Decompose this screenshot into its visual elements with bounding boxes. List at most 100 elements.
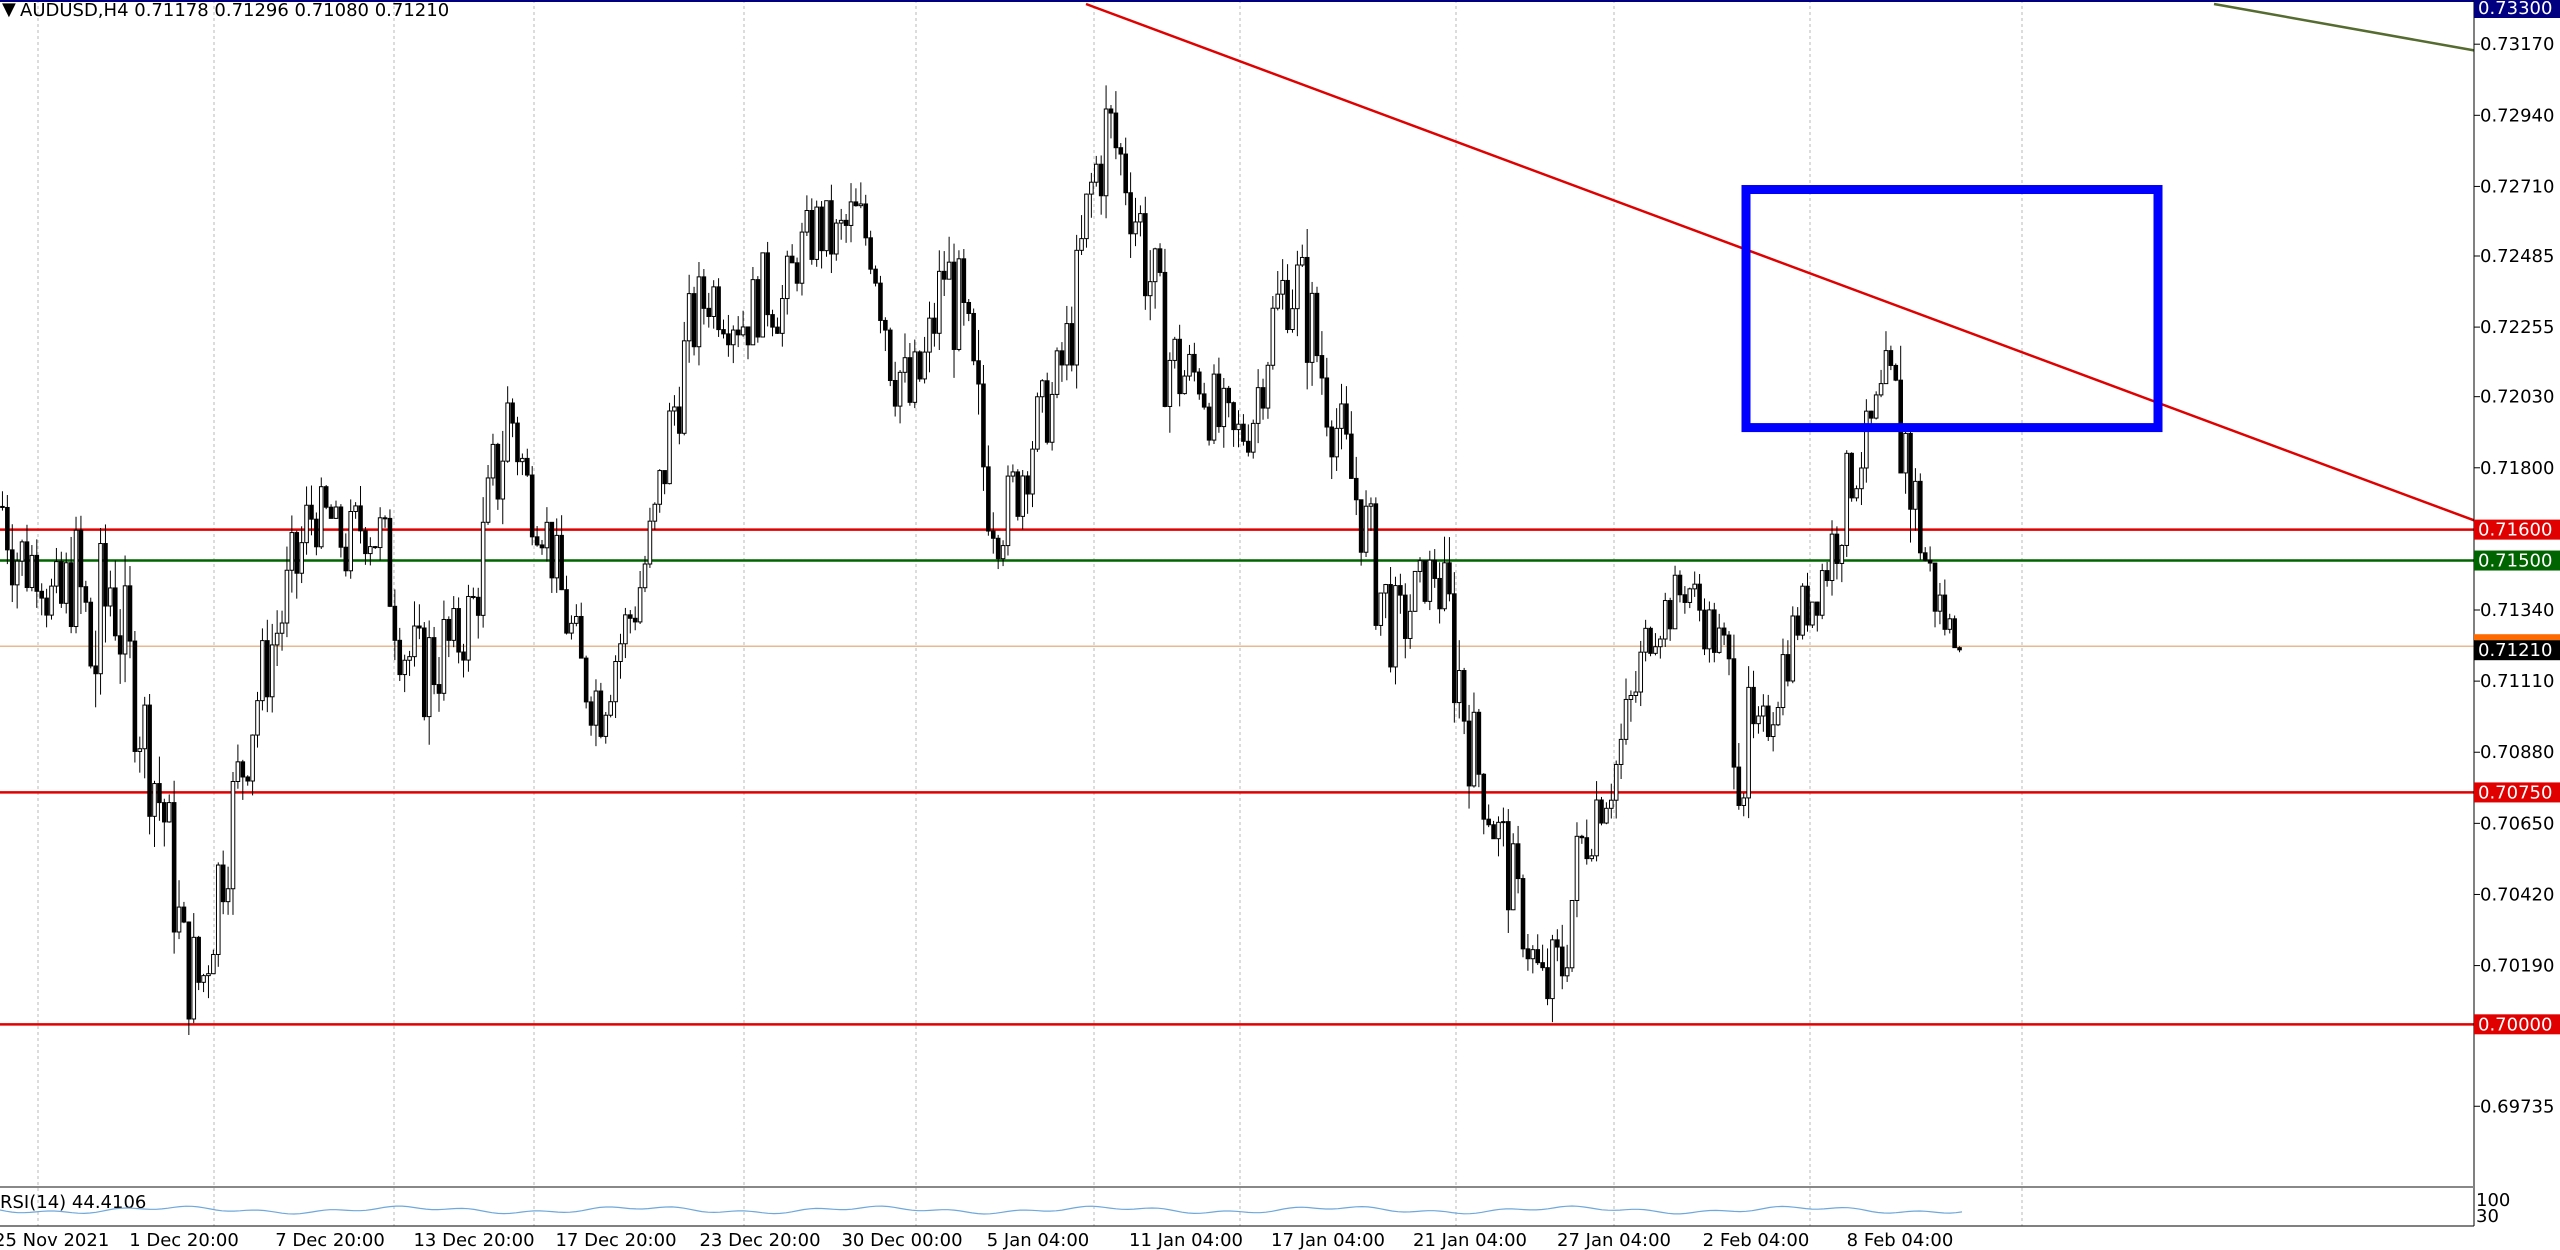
- rsi-level-bottom: 30: [2476, 1206, 2499, 1227]
- candle-body: [1084, 193, 1089, 240]
- time-tick-label: 25 Nov 2021: [0, 1230, 109, 1250]
- candle-body: [206, 973, 211, 977]
- candle-body: [1839, 544, 1845, 564]
- candle-body: [1711, 609, 1717, 653]
- candle-body: [122, 585, 128, 655]
- candle-body: [1927, 559, 1933, 564]
- candle-body: [1819, 570, 1825, 616]
- candle-body: [995, 537, 1001, 560]
- candle-body: [1677, 574, 1683, 596]
- candle-body: [510, 402, 515, 424]
- candle-body: [83, 586, 89, 603]
- candle-body: [917, 351, 922, 380]
- candle-body: [902, 357, 908, 373]
- candle-body: [14, 560, 20, 586]
- candle-body: [799, 231, 805, 284]
- candle-body: [294, 532, 300, 574]
- top-tag-bg: [2474, 0, 2560, 18]
- candle-body: [951, 261, 957, 350]
- candle-body: [883, 319, 888, 331]
- candle-body: [1138, 213, 1143, 223]
- candle-body: [1594, 799, 1599, 857]
- candle-body: [1481, 773, 1487, 820]
- candle-body: [78, 529, 84, 588]
- candle-body: [1466, 720, 1472, 787]
- candle-body: [44, 597, 49, 616]
- trendline-olive[interactable]: [2213, 2, 2475, 52]
- candle-body: [343, 546, 349, 572]
- candle-body: [598, 690, 604, 737]
- candle-body: [1608, 799, 1614, 809]
- candle-body: [0, 505, 5, 508]
- candle-body: [1402, 594, 1408, 639]
- candle-body: [1447, 562, 1452, 595]
- candle-body: [1128, 192, 1133, 235]
- candle-body: [1721, 627, 1727, 636]
- candle-body: [451, 608, 457, 641]
- candle-body: [554, 534, 560, 579]
- candle-body: [730, 329, 736, 346]
- candle-body: [1903, 432, 1908, 474]
- candle-body: [1662, 600, 1668, 640]
- candle-body: [304, 504, 309, 544]
- header-arrow-icon[interactable]: ▼: [2, 0, 16, 20]
- candle-body: [1471, 711, 1477, 787]
- candle-body: [1913, 480, 1918, 510]
- candle-body: [623, 614, 628, 645]
- highlight-box: [1741, 185, 2163, 433]
- candle-body: [49, 585, 54, 616]
- candle-body: [961, 258, 967, 303]
- candle-body: [1319, 355, 1325, 379]
- candle-body: [1790, 615, 1796, 682]
- candle-body: [1599, 799, 1604, 824]
- candle-body: [1407, 610, 1413, 639]
- candle-body: [1162, 271, 1168, 407]
- candle-body: [1883, 350, 1889, 385]
- candle-body: [941, 270, 947, 280]
- candle-body: [1756, 715, 1761, 725]
- candle-body: [760, 252, 766, 338]
- candle-body: [1211, 373, 1217, 441]
- candle-body: [1834, 533, 1840, 564]
- candle-body: [539, 544, 545, 549]
- candle-body: [480, 521, 486, 616]
- candle-body: [912, 351, 918, 403]
- candle-body: [1829, 533, 1835, 582]
- candle-body: [1775, 707, 1781, 726]
- candle-body: [1613, 763, 1619, 801]
- candle-body: [24, 541, 30, 589]
- price-tick-label: 0.69735: [2480, 1096, 2554, 1117]
- price-tick-label: 0.70880: [2480, 742, 2554, 763]
- candle-body: [284, 569, 290, 624]
- price-tick-label: 0.71340: [2480, 600, 2554, 621]
- candle-body: [515, 422, 520, 463]
- candle-body: [1295, 264, 1300, 310]
- candle-body: [1535, 949, 1541, 964]
- candle-body: [117, 635, 123, 655]
- candle-body: [1299, 256, 1305, 266]
- candle-body: [490, 443, 496, 479]
- candle-body: [1486, 818, 1491, 826]
- candle-body: [1388, 584, 1393, 668]
- candle-body: [1255, 387, 1261, 424]
- candle-body: [1849, 452, 1854, 499]
- candle-body: [471, 595, 476, 598]
- candle-body: [686, 293, 692, 342]
- candle-body: [745, 326, 751, 346]
- candle-body: [1358, 499, 1364, 553]
- candle-body: [1417, 560, 1423, 572]
- price-tag-label: 0.71600: [2478, 520, 2552, 541]
- candle-body: [1123, 153, 1128, 194]
- candle-body: [637, 587, 643, 623]
- candle-body: [1692, 583, 1697, 590]
- candle-body: [54, 561, 59, 587]
- candle-body: [1108, 108, 1114, 114]
- candle-body: [196, 936, 201, 983]
- candle-body: [922, 351, 927, 380]
- candle-body: [230, 780, 236, 890]
- candle-body: [1280, 279, 1285, 295]
- candle-body: [1432, 559, 1438, 579]
- trendline-red[interactable]: [1085, 2, 2475, 522]
- candle-body: [245, 776, 251, 782]
